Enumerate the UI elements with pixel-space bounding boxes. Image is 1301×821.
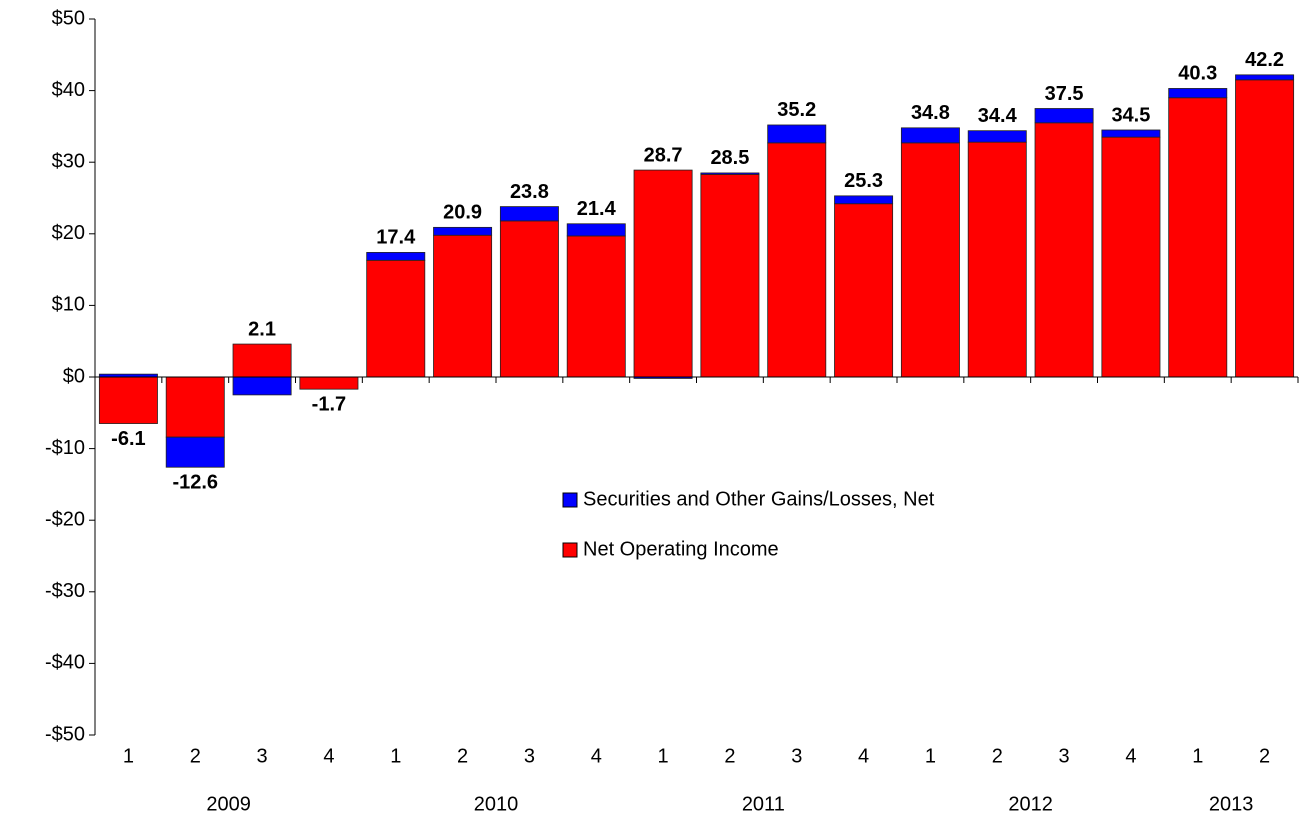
value-label: 25.3 <box>844 170 883 192</box>
x-tick-label: 3 <box>1059 745 1070 767</box>
x-tick-label: 2 <box>457 745 468 767</box>
bar-segment <box>700 172 760 175</box>
bar-segment <box>900 142 960 378</box>
legend-swatch <box>562 542 578 558</box>
bar-segment <box>1168 88 1228 99</box>
value-label: 37.5 <box>1045 83 1084 105</box>
group-label: 2012 <box>1008 793 1053 815</box>
bar-segment <box>1235 74 1295 81</box>
x-tick-label: 2 <box>992 745 1003 767</box>
value-label: 40.3 <box>1178 63 1217 85</box>
bar-segment <box>967 141 1027 378</box>
bar-segment <box>499 206 559 222</box>
y-tick-label: $30 <box>52 150 85 172</box>
value-label: 35.2 <box>777 99 816 121</box>
bar-segment <box>98 376 158 424</box>
value-label: 23.8 <box>510 181 549 203</box>
value-label: 28.7 <box>644 144 683 166</box>
y-tick-label: $10 <box>52 294 85 316</box>
x-tick-label: 2 <box>1259 745 1270 767</box>
value-label: -12.6 <box>172 471 218 493</box>
value-label: 34.4 <box>978 105 1018 127</box>
bar-segment <box>433 226 493 236</box>
y-tick-label: $20 <box>52 222 85 244</box>
value-label: 21.4 <box>577 198 617 220</box>
x-tick-label: 4 <box>1125 745 1136 767</box>
y-tick-label: $0 <box>63 365 85 387</box>
x-tick-label: 3 <box>257 745 268 767</box>
bar-segment <box>299 376 359 390</box>
value-label: 42.2 <box>1245 49 1284 71</box>
x-tick-label: 4 <box>858 745 869 767</box>
bar-segment <box>1034 108 1094 124</box>
x-tick-label: 1 <box>390 745 401 767</box>
bar-segment <box>566 235 626 378</box>
legend-label: Net Operating Income <box>583 538 779 560</box>
bar-segment <box>232 376 292 396</box>
y-tick-label: -$50 <box>45 723 85 745</box>
x-tick-label: 2 <box>190 745 201 767</box>
group-label: 2010 <box>474 793 519 815</box>
x-tick-label: 1 <box>925 745 936 767</box>
value-label: 17.4 <box>376 227 416 249</box>
value-label: 34.8 <box>911 102 950 124</box>
bar-segment <box>433 234 493 378</box>
x-tick-label: 3 <box>524 745 535 767</box>
x-tick-label: 1 <box>123 745 134 767</box>
bar-segment <box>1101 129 1161 138</box>
x-tick-label: 4 <box>591 745 602 767</box>
x-tick-label: 3 <box>791 745 802 767</box>
group-label: 2013 <box>1209 793 1254 815</box>
legend-swatch <box>562 492 578 508</box>
y-tick-label: $40 <box>52 79 85 101</box>
x-tick-label: 1 <box>658 745 669 767</box>
bar-segment <box>366 259 426 378</box>
y-tick-label: -$10 <box>45 437 85 459</box>
x-tick-label: 1 <box>1192 745 1203 767</box>
legend-label: Securities and Other Gains/Losses, Net <box>583 488 935 510</box>
bar-segment <box>900 127 960 144</box>
bar-segment <box>967 130 1027 143</box>
value-label: -1.7 <box>312 393 346 415</box>
value-label: 28.5 <box>710 147 749 169</box>
x-tick-label: 2 <box>724 745 735 767</box>
bar-segment <box>1101 136 1161 378</box>
y-tick-label: -$30 <box>45 580 85 602</box>
x-tick-label: 4 <box>323 745 334 767</box>
bar-segment <box>1235 79 1295 378</box>
bar-segment <box>1034 122 1094 378</box>
bar-segment <box>700 173 760 378</box>
bar-segment <box>767 142 827 378</box>
bar-segment <box>165 436 225 468</box>
bar-segment <box>566 223 626 237</box>
value-label: 20.9 <box>443 202 482 224</box>
value-label: -6.1 <box>111 428 145 450</box>
bar-segment <box>499 220 559 378</box>
group-label: 2011 <box>742 793 785 815</box>
bar-segment <box>767 124 827 144</box>
bar-segment <box>834 203 894 378</box>
value-label: 34.5 <box>1111 104 1150 126</box>
y-tick-label: $50 <box>52 7 85 29</box>
group-label: 2009 <box>206 793 251 815</box>
bar-segment <box>1168 97 1228 378</box>
value-label: 2.1 <box>248 318 276 340</box>
bar-segment <box>633 169 693 378</box>
y-tick-label: -$40 <box>45 652 85 674</box>
bar-segment <box>366 252 426 261</box>
bar-segment <box>165 376 225 438</box>
bar-segment <box>834 195 894 205</box>
bar-segment <box>232 343 292 378</box>
y-tick-label: -$20 <box>45 508 85 530</box>
